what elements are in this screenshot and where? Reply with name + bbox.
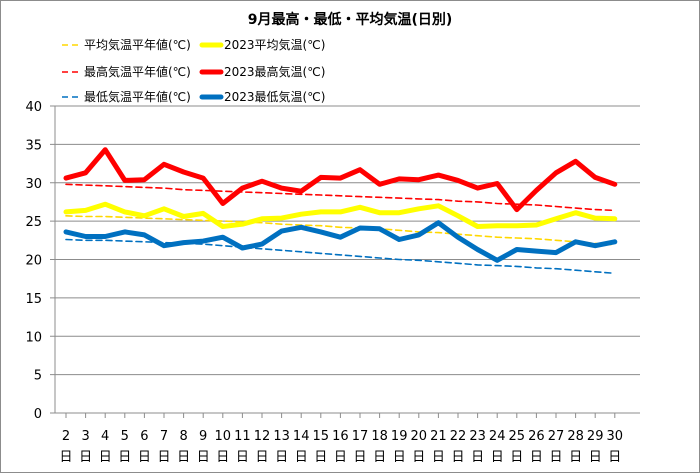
x-tick-label: 8 xyxy=(179,429,187,444)
legend-label: 最低気温平年値(℃) xyxy=(84,89,191,104)
x-tick-suffix: 日 xyxy=(138,450,151,465)
y-tick-label: 30 xyxy=(25,177,42,192)
x-tick-suffix: 日 xyxy=(275,450,288,465)
x-tick-suffix: 日 xyxy=(118,450,131,465)
x-tick-label: 27 xyxy=(548,429,565,444)
grid xyxy=(55,105,640,414)
x-tick-label: 12 xyxy=(254,429,271,444)
x-tick-suffix: 日 xyxy=(236,450,249,465)
x-tick-label: 17 xyxy=(352,429,369,444)
x-tick-label: 19 xyxy=(391,429,408,444)
y-tick-label: 25 xyxy=(25,215,42,230)
x-tick-label: 18 xyxy=(371,429,388,444)
legend-label: 最高気温平年値(℃) xyxy=(84,64,191,79)
x-tick-suffix: 日 xyxy=(549,450,562,465)
x-tick-label: 20 xyxy=(411,429,428,444)
x-tick-suffix: 日 xyxy=(393,450,406,465)
x-tick-label: 24 xyxy=(489,429,506,444)
x-tick-suffix: 日 xyxy=(412,450,425,465)
y-tick-label: 0 xyxy=(34,407,42,422)
x-tick-label: 11 xyxy=(234,429,251,444)
x-tick-label: 7 xyxy=(160,429,168,444)
x-tick-suffix: 日 xyxy=(608,450,621,465)
series-line xyxy=(63,220,618,263)
x-tick-suffix: 日 xyxy=(373,450,386,465)
x-tick-suffix: 日 xyxy=(255,450,268,465)
x-tick-label: 15 xyxy=(313,429,330,444)
x-tick-suffix: 日 xyxy=(197,450,210,465)
legend-label: 2023最低気温(℃) xyxy=(224,89,325,104)
x-tick-label: 21 xyxy=(430,429,447,444)
x-tick-label: 3 xyxy=(81,429,89,444)
legend: 平均気温平年値(℃) 2023平均気温(℃) 最高気温平年値(℃) 2023最高気温(… xyxy=(62,37,325,104)
x-tick-suffix: 日 xyxy=(353,450,366,465)
series-line xyxy=(63,201,618,229)
x-tick-label: 25 xyxy=(509,429,526,444)
y-tick-label: 15 xyxy=(25,292,42,307)
y-tick-label: 5 xyxy=(34,369,42,384)
x-tick-suffix: 日 xyxy=(432,450,445,465)
x-tick-suffix: 日 xyxy=(157,450,170,465)
x-tick-label: 14 xyxy=(293,429,310,444)
axes: 05101520253035402日3日4日5日6日7日8日9日10日11日12… xyxy=(25,100,640,465)
x-tick-suffix: 日 xyxy=(295,450,308,465)
x-tick-suffix: 日 xyxy=(530,450,543,465)
series-line xyxy=(65,183,616,212)
x-tick-suffix: 日 xyxy=(314,450,327,465)
legend-label: 平均気温平年値(℃) xyxy=(84,37,191,52)
legend-label: 2023最高気温(℃) xyxy=(224,64,325,79)
x-tick-label: 13 xyxy=(273,429,290,444)
x-tick-suffix: 日 xyxy=(451,450,464,465)
x-tick-label: 29 xyxy=(587,429,604,444)
x-tick-label: 9 xyxy=(199,429,207,444)
x-tick-suffix: 日 xyxy=(59,450,72,465)
x-tick-label: 26 xyxy=(528,429,545,444)
y-tick-label: 35 xyxy=(25,138,42,153)
x-tick-suffix: 日 xyxy=(99,450,112,465)
x-tick-suffix: 日 xyxy=(510,450,523,465)
chart-title: 9月最高・最低・平均気温(日別) xyxy=(248,11,453,28)
x-tick-label: 10 xyxy=(215,429,232,444)
y-tick-label: 10 xyxy=(25,330,42,345)
series-line xyxy=(65,215,616,246)
x-tick-suffix: 日 xyxy=(79,450,92,465)
x-tick-suffix: 日 xyxy=(177,450,190,465)
x-tick-suffix: 日 xyxy=(491,450,504,465)
x-tick-suffix: 日 xyxy=(569,450,582,465)
series-line xyxy=(63,147,618,213)
x-tick-label: 28 xyxy=(567,429,584,444)
x-tick-suffix: 日 xyxy=(471,450,484,465)
x-tick-suffix: 日 xyxy=(216,450,229,465)
series-layer xyxy=(63,147,618,275)
x-tick-label: 23 xyxy=(469,429,486,444)
x-tick-label: 5 xyxy=(121,429,129,444)
x-tick-label: 4 xyxy=(101,429,109,444)
x-tick-label: 22 xyxy=(450,429,467,444)
x-tick-label: 2 xyxy=(62,429,70,444)
y-tick-label: 40 xyxy=(25,100,42,115)
legend-label: 2023平均気温(℃) xyxy=(224,37,325,52)
x-tick-suffix: 日 xyxy=(334,450,347,465)
x-tick-label: 6 xyxy=(140,429,148,444)
x-tick-label: 16 xyxy=(332,429,349,444)
x-tick-label: 30 xyxy=(607,429,624,444)
y-tick-label: 20 xyxy=(25,254,42,269)
x-tick-suffix: 日 xyxy=(589,450,602,465)
series-line xyxy=(65,238,616,275)
